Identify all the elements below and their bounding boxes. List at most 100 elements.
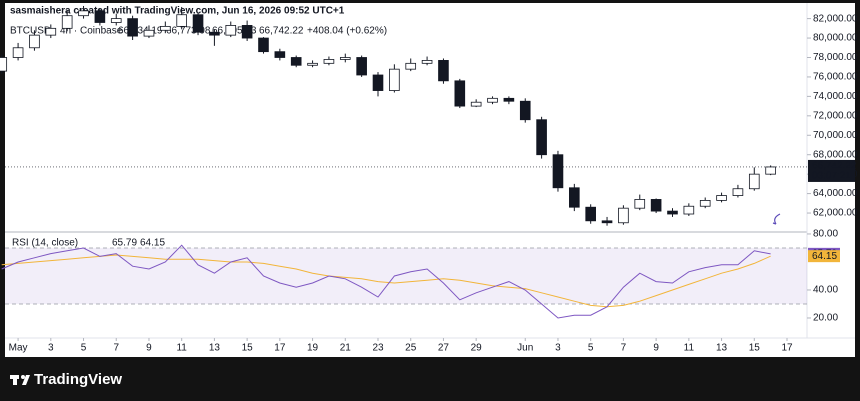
candle-body [765,166,776,175]
candle-body [732,188,744,196]
countdown: 03:07:21 [812,171,851,182]
logo [10,375,30,385]
candle-body [519,100,531,121]
x-tick-label: 7 [621,343,627,354]
candle-body [209,31,220,36]
price-label: 66,742.22 [812,161,857,172]
candle-body [110,18,122,23]
candle-body [536,119,547,156]
candle-body [160,25,171,31]
candle-body [438,60,449,82]
candle-body [258,37,269,53]
x-tick-label: 5 [81,343,87,354]
rsi-title: RSI (14, close) [12,238,78,249]
y-tick-label: 62,000.00 [813,208,858,219]
x-tick-label: May [9,343,28,354]
candle-body [241,25,253,39]
candle-body [470,101,482,107]
x-tick-label: 21 [340,343,352,354]
rsi-band-fill [5,247,807,304]
x-tick-label: 7 [113,343,119,354]
candle-body [127,18,138,37]
candle-body [356,57,367,76]
candle-body [372,74,384,91]
candle-body [0,57,8,72]
logo-shape [13,375,17,385]
legend-open: 66,334.19 [118,26,163,37]
legend-symbol: BTCUSD · 4h · Coinbase [10,26,123,37]
legend-high: 66,773.98 [166,26,211,37]
candle-body [405,62,417,70]
y-tick-label: 70,000.00 [813,130,858,141]
x-tick-label: 23 [372,343,384,354]
rsi-value-label: 64.15 [812,251,837,262]
candle-body [552,154,564,189]
x-tick-label: 15 [749,343,761,354]
header: sasmaishera created with TradingView.com… [10,6,345,17]
candle-body [421,60,433,64]
legend-close: 66,742.22 [259,26,304,37]
y-tick-label: 68,000.00 [813,149,858,160]
rsi-line [1,244,771,319]
rsi-value-box [808,250,840,263]
candle-body [618,207,629,224]
candle-body [29,34,40,49]
candle-body [192,14,204,33]
candle-body [94,10,106,23]
candle-body [716,195,727,201]
candle-body [274,51,286,58]
candle-body [176,14,187,27]
watermark: TradingView [34,371,122,388]
candle-body [601,220,613,224]
candle-body [61,15,73,29]
x-tick-label: Jun [517,343,533,354]
x-tick-label: 17 [274,343,286,354]
x-tick-label: 3 [555,343,561,354]
y-tick-label: 72,000.00 [813,110,858,121]
candle-body [683,205,695,215]
logo-shape [21,375,25,379]
x-tick-label: 3 [48,343,54,354]
rsi-legend-value: 64.15 [140,238,165,249]
x-tick-label: 9 [653,343,659,354]
rsi-legend-value: 65.79 [112,238,137,249]
x-tick-label: 11 [684,343,695,354]
y-tick-label: 82,000.00 [813,13,858,24]
candle-body [389,68,400,91]
x-tick-label: 25 [405,343,417,354]
y-tick-label: 20.00 [813,313,838,324]
price-label-box [808,159,855,182]
x-tick-label: 5 [588,343,594,354]
candle-body [748,173,760,190]
y-tick-label: 74,000.00 [813,91,858,102]
rsi-ma-line [1,254,771,308]
candle-body [323,59,335,64]
candle-body [78,10,89,17]
x-tick-label: 13 [209,343,221,354]
candle-body [290,57,302,66]
candle-body [503,97,515,102]
candle-body [12,47,24,58]
x-tick-label: 29 [471,343,483,354]
candle-body [650,199,662,212]
y-tick-label: 64,000.00 [813,188,858,199]
candle-body [634,199,646,209]
candle-body [699,200,711,207]
x-tick-label: 11 [176,343,187,354]
x-tick-label: 9 [146,343,152,354]
x-tick-label: 17 [781,343,793,354]
x-tick-label: 19 [307,343,319,354]
candle-body [454,80,466,107]
candle-body [585,206,596,222]
x-tick-label: 27 [438,343,450,354]
candle-body [339,57,351,60]
candle-body [225,25,237,36]
y-tick-label: 76,000.00 [813,72,858,83]
legend-change: +408.04 (+0.62%) [307,26,387,37]
x-tick-label: 13 [716,343,728,354]
candle-body [143,29,155,37]
y-tick-label: 80,000.00 [813,33,858,44]
y-tick-label: 78,000.00 [813,52,858,63]
logo-shape [22,375,30,385]
